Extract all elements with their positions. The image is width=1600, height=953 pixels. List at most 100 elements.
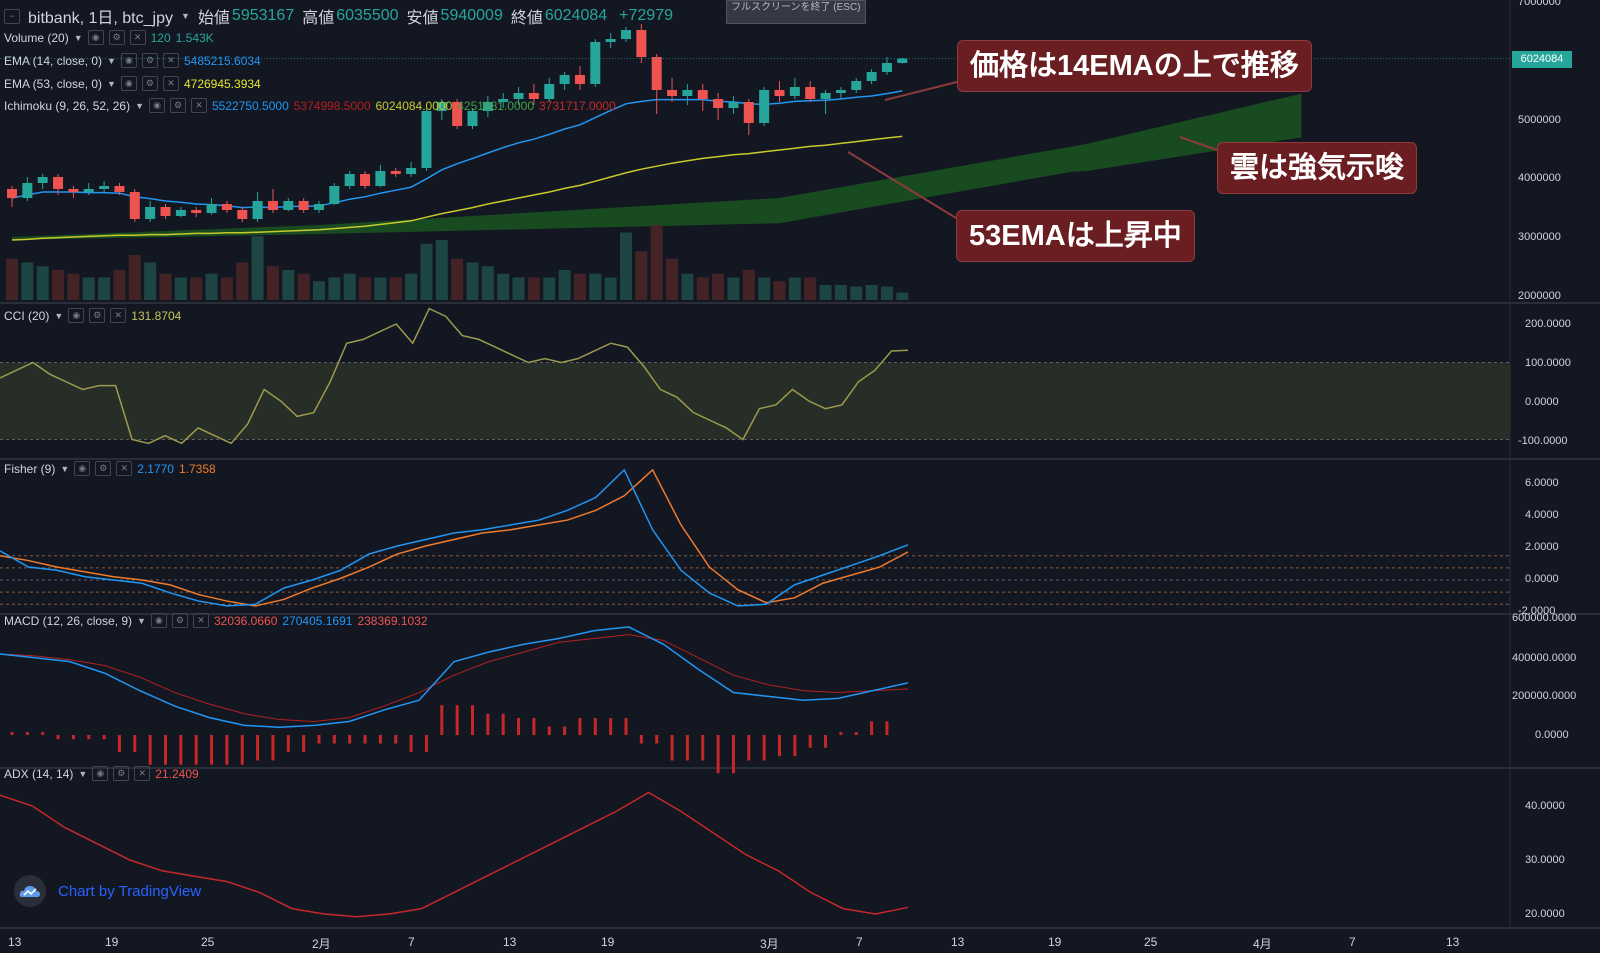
macd-histogram-bar <box>839 732 843 735</box>
volume-bar <box>512 277 525 300</box>
ema53-legend[interactable]: EMA (53, close, 0) ▼ ◉ ⚙ ✕ 4726945.3934 <box>4 76 261 91</box>
macd-signal-line <box>0 634 909 722</box>
macd-histogram-bar <box>670 735 674 761</box>
gear-icon[interactable]: ⚙ <box>113 766 130 781</box>
fisher-legend[interactable]: Fisher (9) ▼ ◉ ⚙ ✕ 2.1770 1.7358 <box>4 461 216 476</box>
macd-histogram-bar <box>624 718 628 735</box>
macd-histogram-bar <box>609 718 613 735</box>
cci-legend[interactable]: CCI (20) ▼ ◉ ⚙ ✕ 131.8704 <box>4 308 181 323</box>
close-icon[interactable]: ✕ <box>162 76 179 91</box>
watermark-text[interactable]: Chart by TradingView <box>58 882 202 900</box>
volume-bar <box>865 285 878 300</box>
ema14-label[interactable]: EMA (14, close, 0) <box>4 53 103 68</box>
chevron-down-icon[interactable]: ▼ <box>54 310 64 321</box>
cci-label[interactable]: CCI (20) <box>4 308 50 323</box>
adx-legend[interactable]: ADX (14, 14) ▼ ◉ ⚙ ✕ 21.2409 <box>4 766 199 781</box>
candle-body <box>436 102 447 111</box>
eye-icon[interactable]: ◉ <box>149 98 165 113</box>
fisher-label[interactable]: Fisher (9) <box>4 461 56 476</box>
candle-body <box>283 201 294 210</box>
eye-icon[interactable]: ◉ <box>120 76 137 91</box>
close-icon[interactable]: ✕ <box>129 30 146 45</box>
low-label: 安値 <box>406 10 439 27</box>
gear-icon[interactable]: ⚙ <box>89 308 106 323</box>
time-tick: 13 <box>8 935 22 949</box>
volume-bar <box>282 270 295 300</box>
ema53-label[interactable]: EMA (53, close, 0) <box>4 76 103 91</box>
chevron-down-icon[interactable]: ▼ <box>73 32 83 43</box>
close-icon[interactable]: ✕ <box>192 613 209 628</box>
ichimoku-legend[interactable]: Ichimoku (9, 26, 52, 26) ▼ ◉ ⚙ ✕ 5522750.50… <box>4 98 616 113</box>
macd-tick: 600000.0000 <box>1512 612 1577 624</box>
gear-icon[interactable]: ⚙ <box>141 76 158 91</box>
macd-histogram-bar <box>808 735 812 748</box>
close-icon[interactable]: ✕ <box>134 766 151 781</box>
cci-line <box>0 307 909 445</box>
gear-icon[interactable]: ⚙ <box>171 613 188 628</box>
gear-icon[interactable]: ⚙ <box>108 30 125 45</box>
candle-body <box>68 189 79 192</box>
chevron-down-icon[interactable]: ▼ <box>60 463 70 474</box>
close-icon[interactable]: ✕ <box>116 461 133 476</box>
chevron-down-icon[interactable]: ▼ <box>107 55 116 66</box>
macd-histogram-bar <box>286 735 290 752</box>
eye-icon[interactable]: ◉ <box>87 30 104 45</box>
symbol-title[interactable]: bitbank, 1日, btc_jpy <box>28 10 173 27</box>
candle-body <box>881 63 892 72</box>
annotation-cloud-bullish[interactable]: 雲は強気示唆 <box>1217 142 1418 194</box>
candle-body <box>114 186 125 192</box>
eye-icon[interactable]: ◉ <box>74 461 91 476</box>
close-icon[interactable]: ✕ <box>162 53 179 68</box>
chevron-down-icon[interactable]: ▼ <box>135 100 144 111</box>
volume-bar <box>666 258 679 300</box>
time-tick: 25 <box>1144 935 1158 949</box>
eye-icon[interactable]: ◉ <box>120 53 137 68</box>
volume-legend[interactable]: Volume (20) ▼ ◉ ⚙ ✕ 120 1.543K <box>4 30 214 45</box>
ema14-legend[interactable]: EMA (14, close, 0) ▼ ◉ ⚙ ✕ 5485215.6034 <box>4 53 261 68</box>
macd-histogram-bar <box>317 735 321 744</box>
chevron-down-icon[interactable]: ▼ <box>107 78 116 89</box>
exit-fullscreen-tooltip: フルスクリーンを終了 (ESC) <box>726 0 866 24</box>
tradingview-watermark[interactable]: Chart by TradingView <box>14 875 201 907</box>
volume-bar <box>174 277 187 300</box>
macd-label[interactable]: MACD (12, 26, close, 9) <box>4 613 133 628</box>
macd-histogram-bar <box>378 735 382 744</box>
adx-tick: 30.0000 <box>1525 854 1565 866</box>
volume-bar <box>144 262 157 300</box>
volume-bar <box>650 225 663 300</box>
close-icon[interactable]: ✕ <box>191 98 207 113</box>
chevron-down-icon[interactable]: ▼ <box>137 615 146 626</box>
low-value: 5940009 <box>440 7 503 24</box>
chevron-down-icon[interactable]: ▼ <box>78 768 88 779</box>
gear-icon[interactable]: ⚙ <box>141 53 158 68</box>
candle-body <box>175 210 186 216</box>
eye-icon[interactable]: ◉ <box>150 613 167 628</box>
eye-icon[interactable]: ◉ <box>68 308 85 323</box>
volume-bar <box>251 236 264 300</box>
cci-tick: 200.0000 <box>1525 318 1571 330</box>
chevron-down-icon[interactable]: ▼ <box>180 11 190 21</box>
close-value: 6024084 <box>544 7 608 24</box>
volume-label[interactable]: Volume (20) <box>4 30 69 45</box>
adx-label[interactable]: ADX (14, 14) <box>4 766 74 781</box>
annotation-pointer <box>847 151 957 219</box>
macd-histogram-bar <box>593 718 597 735</box>
collapse-icon[interactable]: − <box>4 8 20 24</box>
macd-histogram-bar <box>701 735 705 761</box>
eye-icon[interactable]: ◉ <box>92 766 109 781</box>
volume-bar <box>880 286 893 300</box>
price-tick: 7000000 <box>1518 0 1561 8</box>
annotation-price-above-ema14[interactable]: 価格は14EMAの上で推移 <box>957 40 1312 92</box>
annotation-ema53-rising[interactable]: 53EMAは上昇中 <box>956 210 1195 262</box>
volume-bar <box>67 273 80 300</box>
macd-histogram-bar <box>824 735 828 748</box>
volume-bar <box>635 251 648 300</box>
macd-legend[interactable]: MACD (12, 26, close, 9) ▼ ◉ ⚙ ✕ 32036.0660 … <box>4 613 428 628</box>
macd-histogram-bar <box>348 735 352 744</box>
close-icon[interactable]: ✕ <box>110 308 127 323</box>
gear-icon[interactable]: ⚙ <box>95 461 112 476</box>
gear-icon[interactable]: ⚙ <box>170 98 186 113</box>
ichimoku-label[interactable]: Ichimoku (9, 26, 52, 26) <box>4 98 131 113</box>
candle-body <box>866 72 877 81</box>
